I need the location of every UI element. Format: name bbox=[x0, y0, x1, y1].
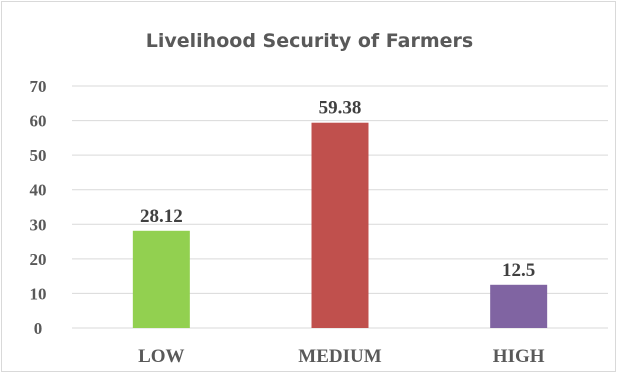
bars bbox=[132, 122, 548, 328]
y-tick-label: 50 bbox=[30, 146, 47, 165]
x-category-label: LOW bbox=[138, 346, 184, 367]
y-tick-label: 30 bbox=[30, 215, 47, 234]
y-axis-ticks: 0 10 20 30 40 50 60 70 bbox=[30, 77, 47, 338]
y-tick-label: 20 bbox=[30, 250, 47, 269]
y-tick-label: 40 bbox=[30, 181, 47, 200]
y-tick-label: 0 bbox=[34, 319, 43, 338]
bar-medium bbox=[311, 122, 369, 328]
x-category-label: HIGH bbox=[493, 346, 545, 367]
data-label: 59.38 bbox=[319, 98, 362, 119]
x-axis-categories: LOW MEDIUM HIGH bbox=[138, 346, 545, 367]
y-tick-label: 10 bbox=[30, 284, 47, 303]
chart-title: Livelihood Security of Farmers bbox=[145, 30, 474, 52]
bar-low bbox=[132, 230, 190, 328]
y-tick-label: 70 bbox=[30, 77, 47, 96]
bar-high bbox=[490, 284, 548, 328]
data-labels: 28.12 59.38 12.5 bbox=[140, 98, 535, 281]
data-label: 12.5 bbox=[502, 260, 535, 281]
data-label: 28.12 bbox=[140, 206, 183, 227]
x-category-label: MEDIUM bbox=[298, 346, 381, 367]
y-tick-label: 60 bbox=[30, 112, 47, 131]
